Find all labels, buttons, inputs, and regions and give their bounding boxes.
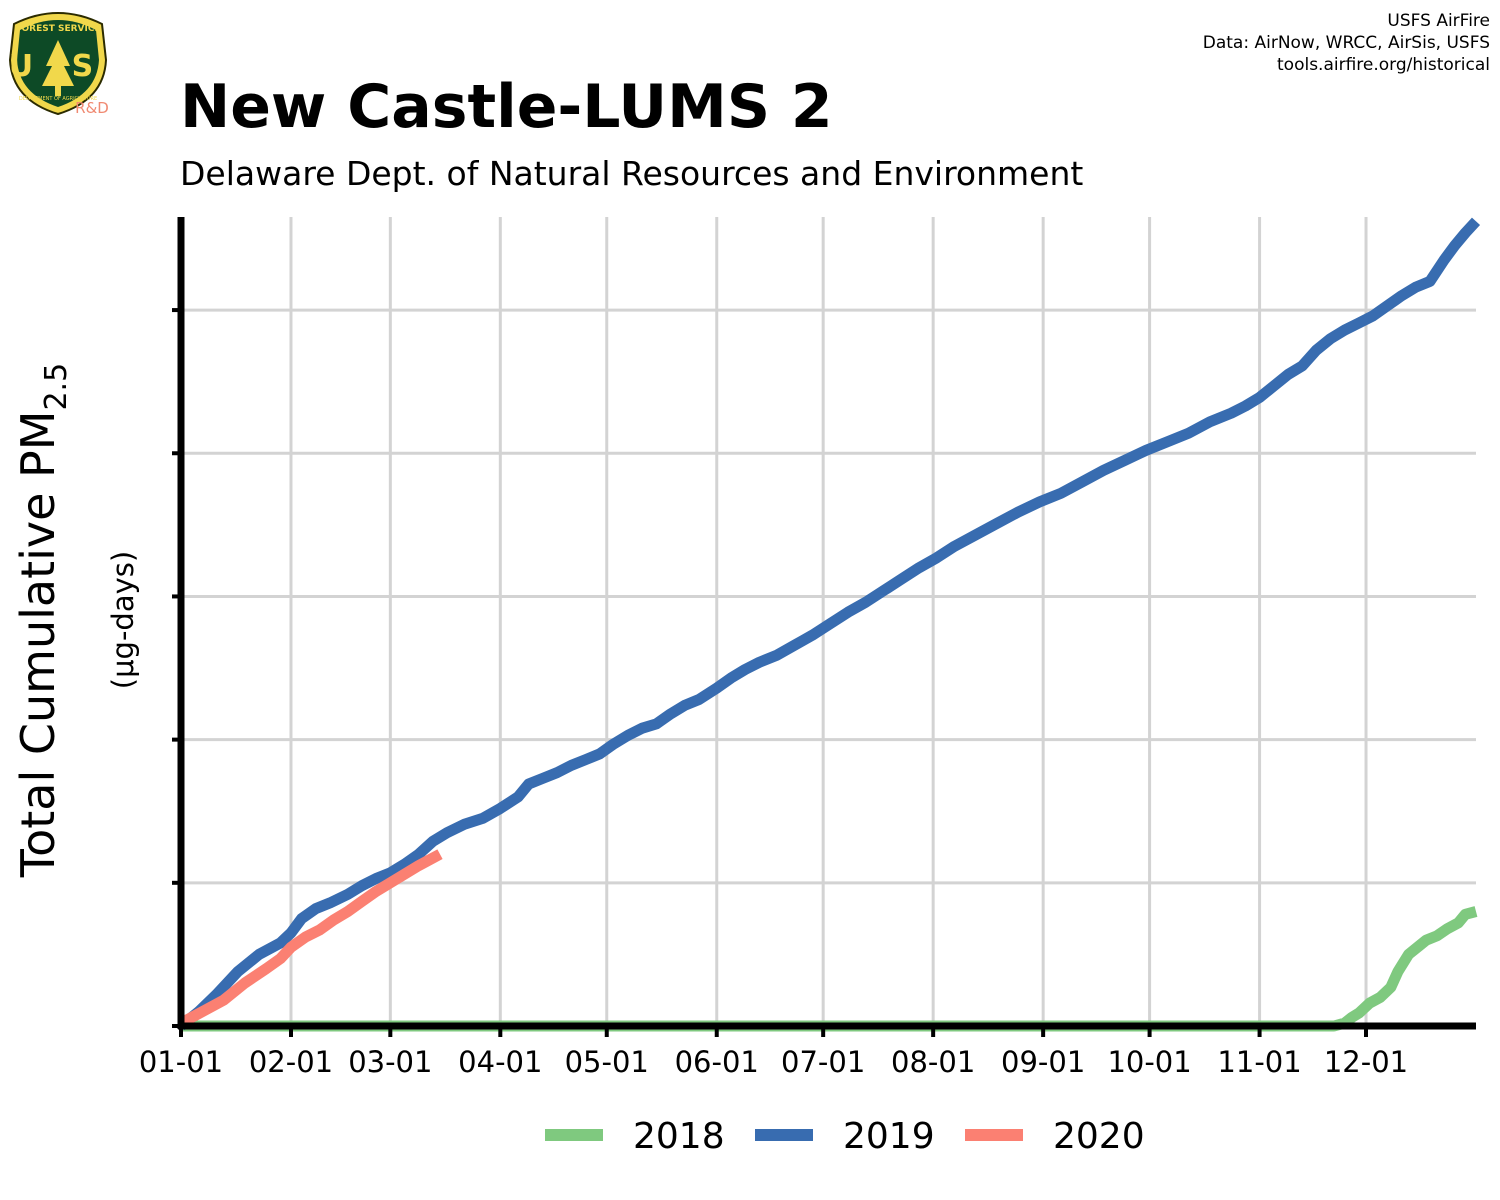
x-tick-label: 11-01 [1217, 1045, 1301, 1079]
legend-label-2018: 2018 [633, 1116, 725, 1157]
credit-line-1: USFS AirFire [1387, 11, 1490, 31]
x-tick-label: 07-01 [781, 1045, 865, 1079]
grid-lines [181, 217, 1476, 1026]
forest-service-logo: FOREST SERVICE U S DEPARTMENT OF AGRICUL… [9, 12, 109, 117]
x-tick-label: 04-01 [458, 1045, 542, 1079]
credits: USFS AirFire Data: AirNow, WRCC, AirSis,… [1203, 11, 1490, 75]
legend: 2018 2019 2020 [545, 1116, 1145, 1157]
series-lines [177, 217, 1481, 1032]
chart-title: New Castle-LUMS 2 [180, 72, 833, 142]
x-tick-label: 01-01 [139, 1045, 223, 1079]
y-axis-label-subscript: 2.5 [39, 363, 74, 411]
series-line-2018 [181, 906, 1478, 1032]
x-tick-label: 08-01 [891, 1045, 975, 1079]
x-tick-label: 03-01 [348, 1045, 432, 1079]
logo-bottom-text: DEPARTMENT OF AGRICULTURE [19, 96, 97, 102]
x-axis-ticks: 01-01 02-01 03-01 04-01 05-01 06-01 07-01 08-01… [139, 1026, 1408, 1079]
credit-line-3: tools.airfire.org/historical [1277, 55, 1490, 75]
x-tick-label: 12-01 [1324, 1045, 1408, 1079]
y-axis-units: (μg-days) [106, 551, 140, 689]
series-line-2019 [177, 217, 1481, 1031]
logo-letters: U S [9, 49, 107, 84]
x-tick-label: 09-01 [1001, 1045, 1085, 1079]
y-axis-label: Total Cumulative PM2.5 [11, 363, 74, 878]
x-tick-label: 06-01 [675, 1045, 759, 1079]
x-tick-label: 02-01 [249, 1045, 333, 1079]
chart-subtitle: Delaware Dept. of Natural Resources and … [180, 154, 1083, 193]
legend-label-2019: 2019 [843, 1116, 935, 1157]
x-tick-label: 05-01 [565, 1045, 649, 1079]
y-axis-label-main: Total Cumulative PM [11, 411, 65, 879]
x-tick-label: 10-01 [1107, 1045, 1191, 1079]
logo-ring-text: FOREST SERVICE [15, 24, 100, 34]
series-line-2020 [178, 849, 443, 1028]
credit-line-2: Data: AirNow, WRCC, AirSis, USFS [1203, 33, 1490, 53]
legend-label-2020: 2020 [1053, 1116, 1145, 1157]
logo-tag: R&D [75, 99, 109, 117]
tree-icon [42, 40, 74, 96]
